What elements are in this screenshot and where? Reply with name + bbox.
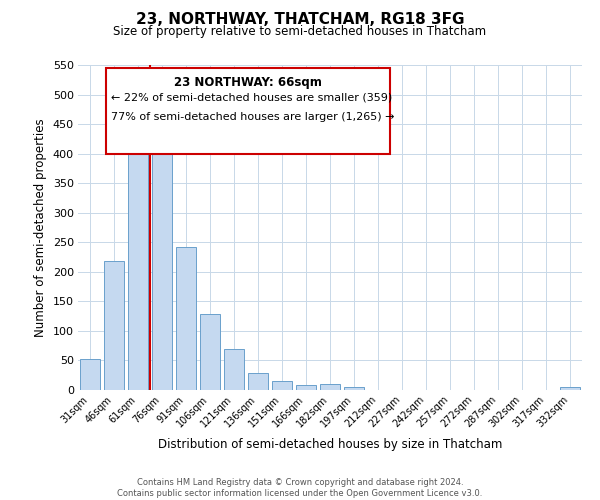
Bar — [224, 348, 244, 390]
Text: ← 22% of semi-detached houses are smaller (359): ← 22% of semi-detached houses are smalle… — [111, 92, 392, 102]
Bar — [176, 247, 196, 390]
Bar — [296, 386, 316, 390]
Text: 23, NORTHWAY, THATCHAM, RG18 3FG: 23, NORTHWAY, THATCHAM, RG18 3FG — [136, 12, 464, 28]
Bar — [104, 261, 124, 390]
Bar — [248, 373, 268, 390]
Bar — [344, 387, 364, 390]
Bar — [560, 387, 580, 390]
Bar — [272, 381, 292, 390]
FancyBboxPatch shape — [106, 68, 391, 154]
Bar — [152, 139, 172, 390]
Y-axis label: Number of semi-detached properties: Number of semi-detached properties — [34, 118, 47, 337]
X-axis label: Distribution of semi-detached houses by size in Thatcham: Distribution of semi-detached houses by … — [158, 438, 502, 450]
Bar — [200, 314, 220, 390]
Text: 23 NORTHWAY: 66sqm: 23 NORTHWAY: 66sqm — [174, 76, 322, 90]
Bar — [320, 384, 340, 390]
Text: Size of property relative to semi-detached houses in Thatcham: Size of property relative to semi-detach… — [113, 25, 487, 38]
Text: 77% of semi-detached houses are larger (1,265) →: 77% of semi-detached houses are larger (… — [111, 112, 394, 122]
Bar — [128, 118, 148, 390]
Text: Contains HM Land Registry data © Crown copyright and database right 2024.
Contai: Contains HM Land Registry data © Crown c… — [118, 478, 482, 498]
Bar — [80, 358, 100, 390]
